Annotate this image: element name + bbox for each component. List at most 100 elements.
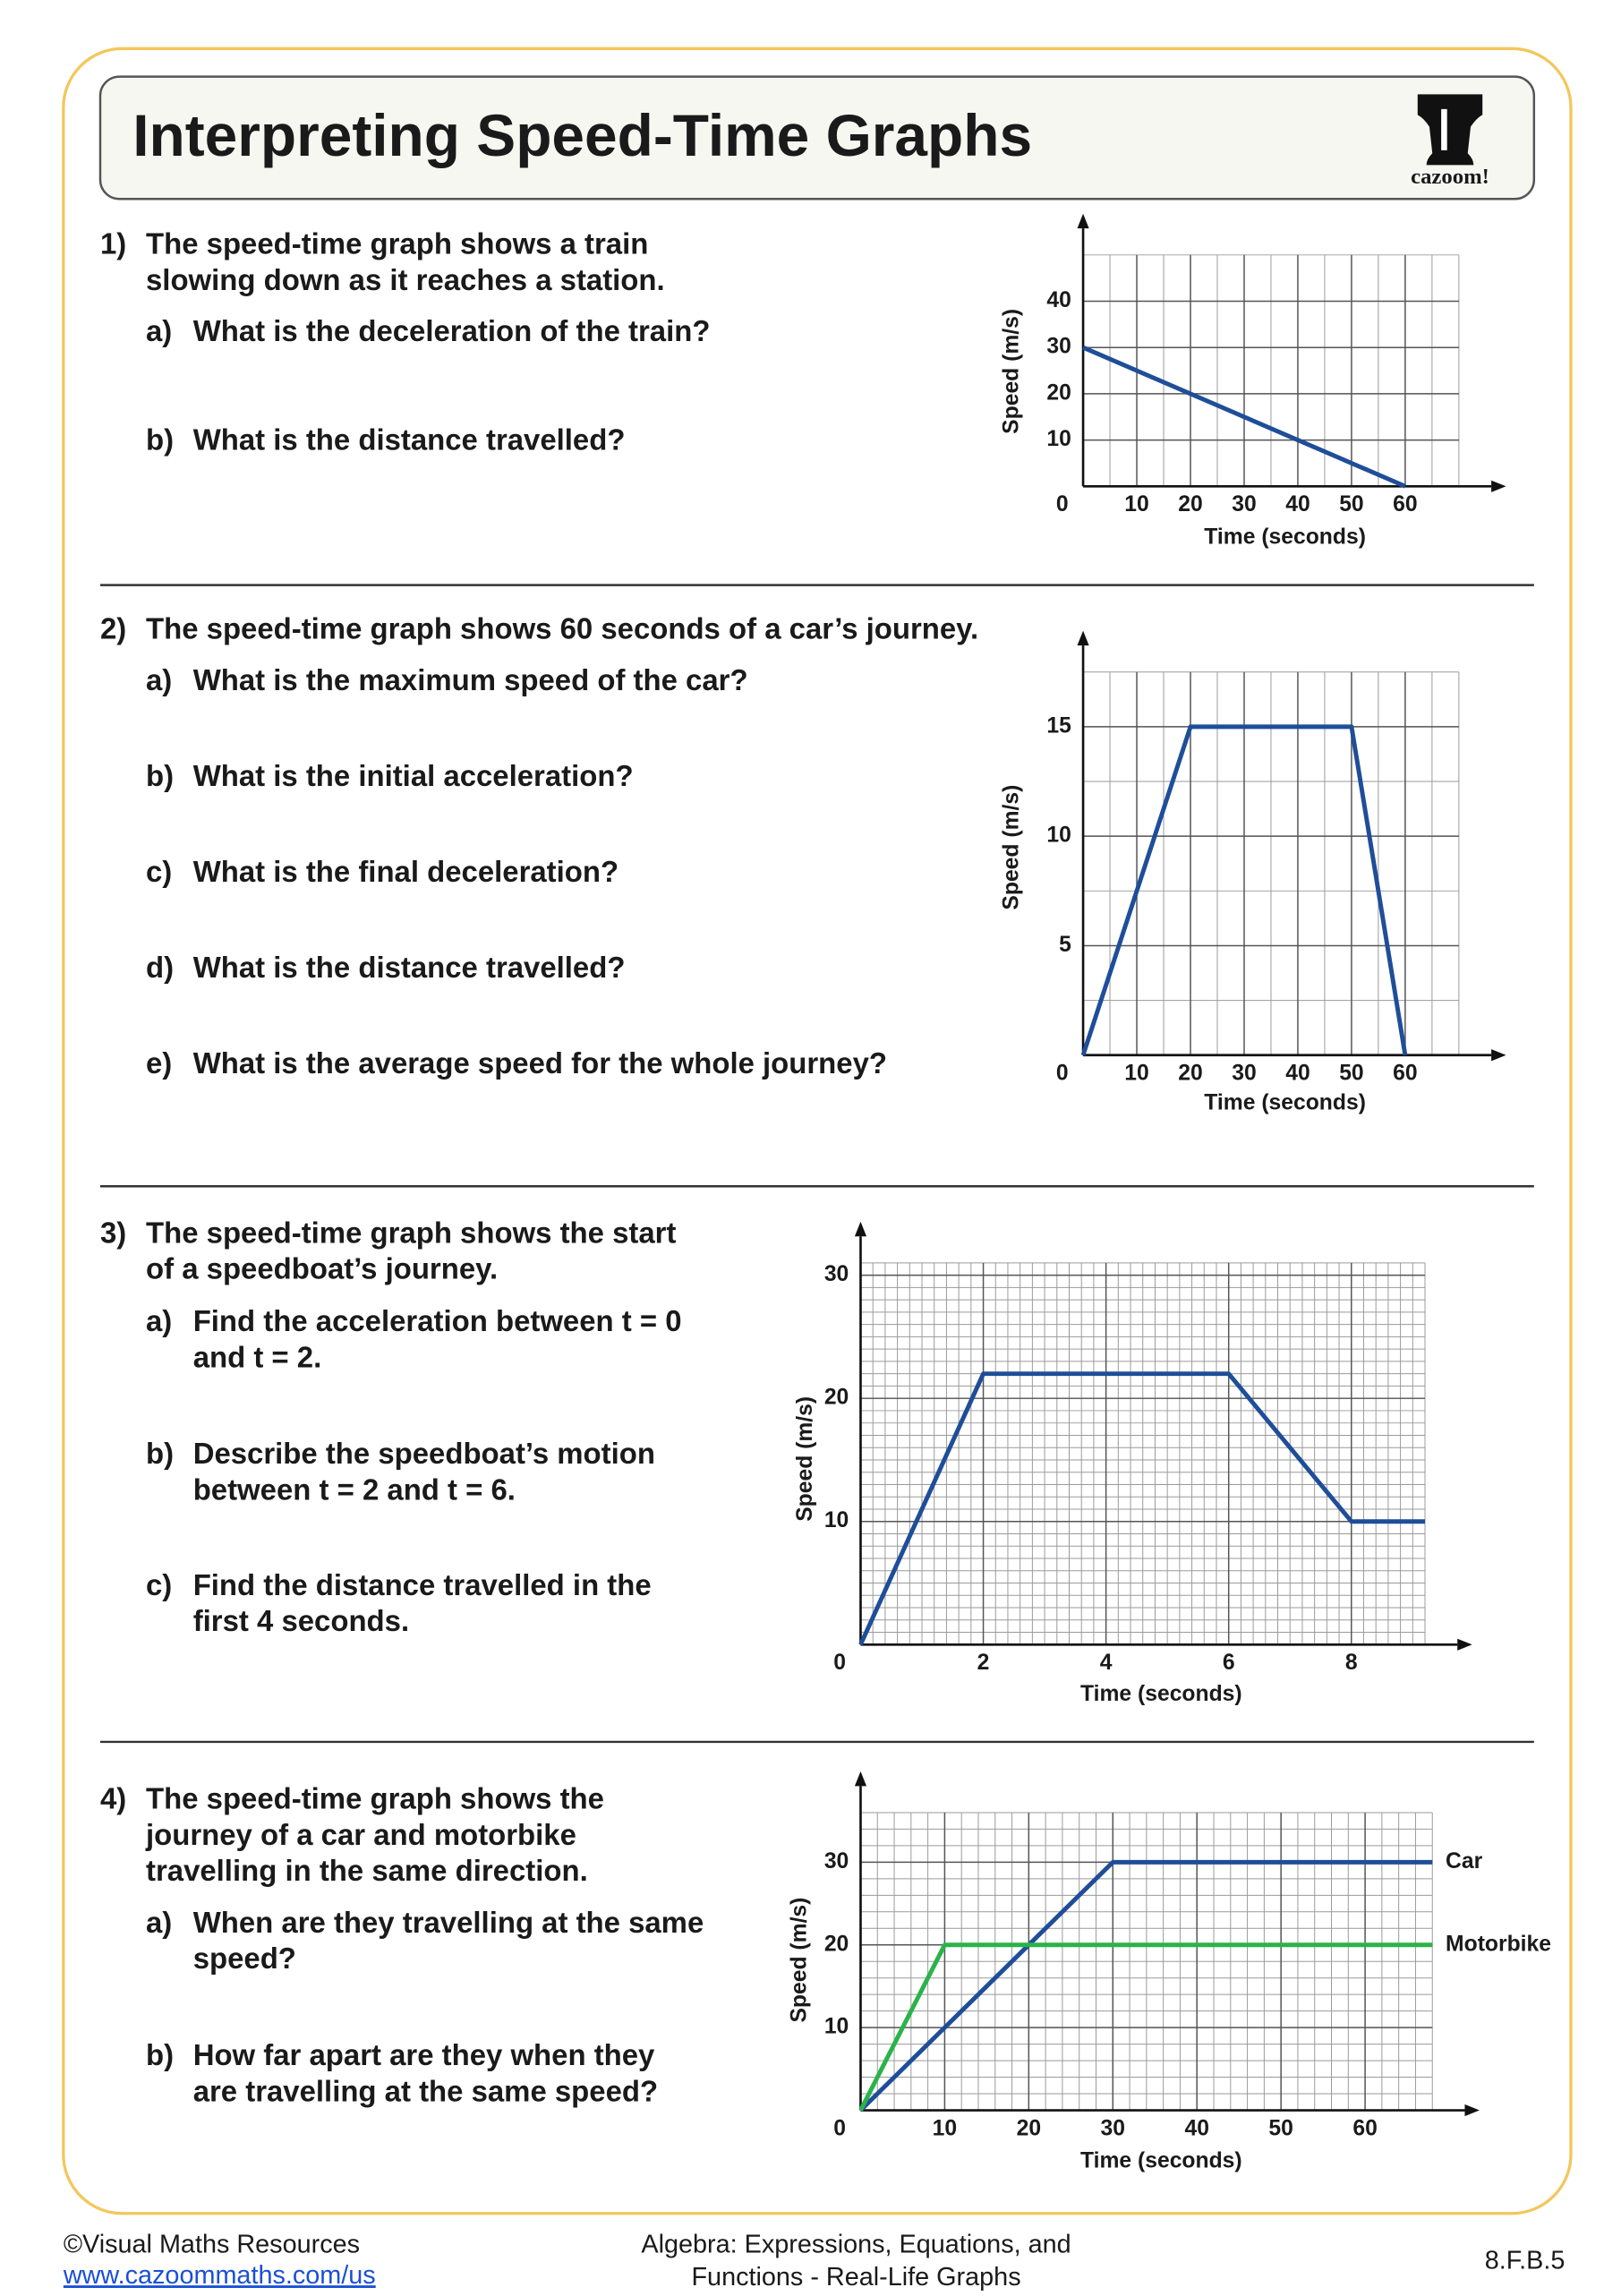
logo-icon [1417, 94, 1483, 166]
part-letter: c) [146, 855, 172, 888]
series-line [1082, 345, 1406, 489]
y-axis-label: Speed (m/s) [1000, 309, 1024, 434]
part-text: What is the distance travelled? [193, 423, 626, 457]
x-tick-label: 20 [1178, 492, 1202, 516]
part-text: When are they travelling at the same [193, 1906, 704, 1939]
part-letter: a) [146, 1906, 172, 1939]
x-axis-arrow [1491, 480, 1506, 492]
y-tick-label: 20 [1046, 380, 1071, 405]
x-tick-label: 0 [1056, 492, 1069, 516]
series-line [858, 1859, 1433, 2112]
question-text: slowing down as it reaches a station. [146, 263, 665, 296]
y-axis-label: Speed (m/s) [1000, 785, 1024, 910]
y-tick-label: 20 [824, 1932, 849, 1956]
x-tick-label: 30 [1232, 1062, 1256, 1086]
y-axis-label: Speed (m/s) [793, 1396, 817, 1522]
y-tick-label: 30 [824, 1849, 849, 1874]
x-tick-label: 0 [833, 1651, 846, 1675]
y-tick-label: 10 [824, 2015, 849, 2039]
x-axis-label: Time (seconds) [1080, 2149, 1242, 2173]
x-tick-label: 40 [1285, 1062, 1310, 1086]
part-text: What is the final deceleration? [193, 855, 619, 888]
part-text: are travelling at the same speed? [193, 2074, 658, 2107]
part-text: What is the deceleration of the train? [193, 314, 711, 347]
x-tick-label: 30 [1232, 492, 1256, 516]
y-axis-label: Speed (m/s) [787, 1898, 811, 2023]
x-tick-label: 10 [933, 2116, 957, 2140]
x-tick-label: 4 [1100, 1651, 1113, 1675]
question-text: travelling in the same direction. [146, 1854, 588, 1887]
logo-text: cazoom! [1411, 165, 1489, 189]
topic: Functions - Real-Life Graphs [691, 2263, 1020, 2292]
x-axis-label: Time (seconds) [1204, 525, 1366, 549]
topic: Algebra: Expressions, Equations, and [641, 2231, 1071, 2259]
part-letter: a) [146, 663, 172, 696]
part-letter: a) [146, 314, 172, 347]
x-tick-label: 6 [1223, 1651, 1235, 1675]
y-axis-arrow [854, 1221, 867, 1237]
header-box [98, 75, 1536, 201]
y-tick-label: 10 [1046, 427, 1071, 451]
series-line [1080, 724, 1408, 1056]
series-label: Car [1446, 1849, 1483, 1874]
copyright: ©Visual Maths Resources [64, 2231, 360, 2259]
part-text: What is the distance travelled? [193, 951, 626, 984]
website-link[interactable]: www.cazoommaths.com/us [63, 2261, 376, 2290]
question-number: 3) [100, 1216, 126, 1249]
part-letter: b) [146, 2038, 174, 2071]
y-tick-label: 15 [1046, 713, 1071, 738]
question-text: The speed-time graph shows a train [146, 227, 648, 260]
y-axis-arrow [854, 1771, 867, 1787]
x-tick-label: 20 [1017, 2116, 1041, 2140]
x-axis-arrow [1491, 1049, 1506, 1062]
x-tick-label: 40 [1184, 2116, 1208, 2140]
part-text: and t = 2. [193, 1340, 322, 1373]
part-text: What is the average speed for the whole … [193, 1046, 887, 1080]
y-tick-label: 10 [824, 1508, 849, 1532]
x-tick-label: 10 [1124, 1062, 1148, 1086]
series-line [858, 1371, 1426, 1646]
x-tick-label: 50 [1339, 492, 1363, 516]
question-text: The speed-time graph shows the [146, 1781, 604, 1814]
x-tick-label: 60 [1352, 2116, 1377, 2140]
question-text: The speed-time graph shows 60 seconds of… [146, 611, 978, 644]
x-tick-label: 0 [833, 2116, 846, 2140]
x-tick-label: 50 [1339, 1062, 1363, 1086]
part-text: Find the distance travelled in the [193, 1568, 652, 1601]
question-number: 1) [100, 227, 126, 260]
part-text: What is the maximum speed of the car? [193, 663, 748, 696]
x-tick-label: 40 [1285, 492, 1310, 516]
x-axis-arrow [1457, 1638, 1472, 1651]
y-tick-label: 40 [1046, 288, 1071, 312]
x-axis-label: Time (seconds) [1204, 1091, 1366, 1115]
part-letter: b) [146, 1437, 174, 1470]
x-tick-label: 2 [977, 1651, 990, 1675]
title: Interpreting Speed-Time Graphs [132, 102, 1032, 168]
question-text: The speed-time graph shows the start [146, 1216, 676, 1249]
x-tick-label: 50 [1268, 2116, 1293, 2140]
part-text: speed? [193, 1942, 296, 1975]
x-tick-label: 20 [1178, 1062, 1202, 1086]
y-tick-label: 20 [824, 1386, 849, 1410]
x-axis-label: Time (seconds) [1080, 1682, 1242, 1706]
part-text: first 4 seconds. [193, 1604, 409, 1637]
standard-code: 8.F.B.5 [1485, 2247, 1566, 2275]
part-text: How far apart are they when they [193, 2038, 655, 2071]
x-tick-label: 0 [1056, 1062, 1069, 1086]
part-letter: e) [146, 1046, 172, 1080]
question-text: journey of a car and motorbike [145, 1818, 576, 1851]
y-axis-arrow [1077, 630, 1089, 646]
y-axis-arrow [1077, 213, 1089, 229]
series-label: Motorbike [1446, 1932, 1551, 1956]
part-text: Describe the speedboat’s motion [193, 1437, 655, 1470]
x-tick-label: 10 [1124, 492, 1148, 516]
question-text: of a speedboat’s journey. [146, 1252, 498, 1285]
x-tick-label: 60 [1393, 492, 1417, 516]
part-letter: c) [146, 1568, 172, 1601]
page-border [62, 47, 1573, 2215]
y-tick-label: 5 [1059, 933, 1071, 957]
logo-icon-detail [1441, 108, 1447, 150]
x-tick-label: 8 [1345, 1651, 1358, 1675]
